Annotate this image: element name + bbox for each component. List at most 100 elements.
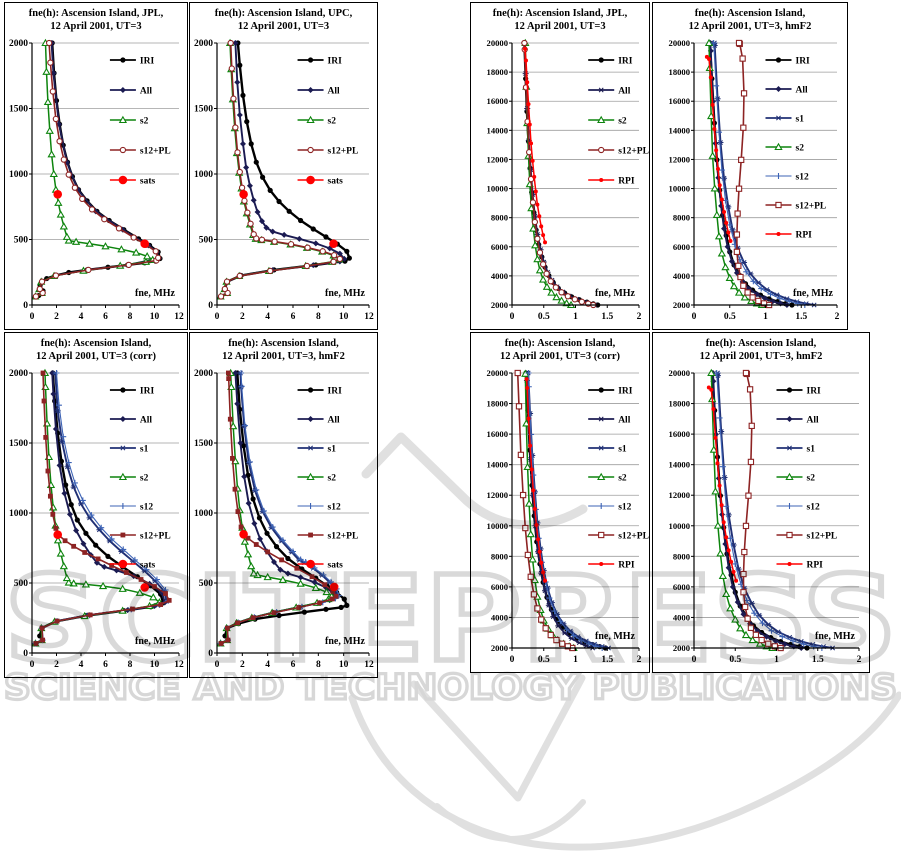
chart-panel-p5: fne(h): Ascension Island, 12 April 2001, …: [4, 332, 188, 678]
marker-dot-small: [726, 230, 731, 235]
x-tick-label: 0.5: [724, 312, 736, 322]
marker-circle-open: [52, 115, 60, 123]
marker-dot-small: [731, 569, 736, 574]
x-tick-label: 0: [692, 312, 697, 322]
y-tick-label: 18000: [669, 399, 690, 409]
marker-circle: [253, 159, 259, 165]
marker-triangle-open: [71, 237, 81, 245]
marker-square: [296, 605, 302, 610]
marker-diamond: [296, 235, 303, 242]
marker-triangle-open: [734, 288, 744, 296]
marker-circle: [83, 530, 89, 536]
marker-square: [224, 625, 230, 631]
marker-diamond: [236, 112, 243, 119]
y-tick-label: 1500: [194, 439, 213, 449]
marker-square: [40, 370, 46, 376]
series-line-s12+PL: [523, 42, 594, 306]
marker-square: [82, 550, 88, 555]
legend-label: IRI: [796, 57, 811, 67]
legend-label: All: [328, 416, 341, 426]
marker-square-open: [742, 603, 749, 611]
marker-square: [45, 468, 51, 474]
x-tick-label: 10: [150, 660, 160, 670]
x-tick-label: 0: [30, 660, 35, 670]
gridlines: [217, 42, 369, 240]
legend-label: s2: [796, 144, 805, 154]
marker-plus: [758, 285, 765, 292]
marker-triangle-open: [311, 583, 320, 591]
marker-plus: [570, 632, 577, 639]
x-tick-label: 10: [150, 312, 160, 322]
marker-dot-small: [535, 202, 540, 207]
marker-circle-open: [38, 278, 46, 285]
marker-triangle-open: [725, 273, 734, 281]
legend-label: All: [140, 416, 153, 426]
marker-diamond: [245, 500, 252, 507]
marker-dot-small: [543, 240, 548, 245]
legend-label: RPI: [618, 177, 635, 187]
x-tick-label: 12: [364, 312, 374, 322]
y-tick-label: 14000: [487, 460, 508, 470]
x-tick-label: 1: [573, 312, 578, 322]
y-tick-label: 8000: [673, 551, 690, 561]
marker-triangle-open: [542, 282, 552, 290]
y-tick-label: 18000: [487, 399, 508, 409]
marker-square-open: [747, 458, 755, 466]
marker-diamond: [234, 79, 241, 86]
legend-item-sats: sats: [297, 175, 343, 187]
marker-circle: [264, 530, 270, 536]
marker-circle-open: [531, 218, 539, 226]
x-axis-unit-label: fne, MHz: [595, 288, 636, 299]
legend-label: s2: [618, 117, 627, 127]
marker-plus: [767, 291, 774, 298]
legend-label: s12+PL: [140, 147, 171, 157]
marker-triangle-open: [535, 266, 545, 274]
marker-circle-open: [271, 238, 278, 245]
legend-label: s1: [140, 445, 149, 455]
marker-star: [598, 416, 605, 422]
marker-dot-small: [717, 483, 722, 488]
marker-square: [218, 641, 224, 646]
legend: IRI All s1 s2 s12 s12+PL RPI: [588, 387, 649, 571]
marker-plus: [119, 503, 126, 509]
marker-circle-open: [319, 248, 326, 255]
series-sats: [239, 529, 339, 592]
marker-circle-open: [598, 146, 605, 154]
marker-triangle-open: [306, 115, 315, 124]
axes: 0 2 4 6 8 10 12 0 500 1000 1500 2000: [194, 369, 374, 670]
marker-circle: [786, 387, 793, 393]
marker-circle: [68, 502, 74, 508]
legend-label: RPI: [807, 561, 824, 571]
marker-diamond: [61, 490, 68, 497]
x-tick-label: 0.5: [538, 312, 550, 322]
marker-square: [40, 637, 46, 643]
marker-circle-open: [223, 278, 231, 285]
series-line-s12: [713, 42, 805, 306]
marker-dot-small: [541, 570, 546, 575]
marker-triangle-open: [755, 639, 765, 647]
marker-square-open: [775, 201, 782, 209]
watermark-logo-swoosh-tail: [434, 799, 586, 842]
marker-triangle-open: [529, 224, 538, 232]
marker-square-open: [598, 531, 605, 539]
legend-item-s2: s2: [776, 472, 815, 484]
y-tick-label: 1000: [9, 509, 28, 519]
y-tick-label: 14000: [487, 125, 508, 135]
legend-label: sats: [140, 561, 156, 571]
legend-item-sats: sats: [109, 175, 156, 187]
marker-triangle-open: [118, 584, 127, 592]
chart-title-line2: 12 April 2001, UT=3 (corr): [36, 351, 157, 362]
marker-diamond: [56, 462, 63, 469]
chart-panel-p2: fne(h): Ascension Island, UPC, 12 April 2…: [189, 2, 378, 330]
marker-circle-open: [130, 234, 137, 241]
marker-square: [279, 557, 284, 563]
x-tick-label: 10: [339, 660, 349, 670]
legend-item-All: All: [776, 416, 819, 426]
marker-circle: [241, 443, 247, 449]
legend: IRI All s1 s2 s12 s12+PL sats: [109, 387, 171, 571]
marker-square: [158, 602, 164, 607]
marker-circle: [338, 604, 344, 610]
marker-triangle-open: [597, 472, 606, 481]
marker-plus: [525, 370, 532, 376]
marker-square-open: [746, 386, 754, 393]
